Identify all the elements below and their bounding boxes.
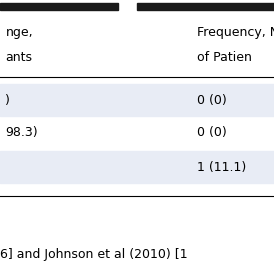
Text: ants: ants: [5, 51, 33, 64]
Text: Frequency, N: Frequency, N: [197, 26, 274, 39]
Text: 1 (11.1): 1 (11.1): [197, 161, 247, 174]
Bar: [0, 3, 118, 10]
Bar: [0, 84, 274, 116]
Text: of Patien: of Patien: [197, 51, 252, 64]
Text: 6] and Johnson et al (2010) [1: 6] and Johnson et al (2010) [1: [0, 248, 188, 261]
Text: nge,: nge,: [5, 26, 33, 39]
Text: 0 (0): 0 (0): [197, 93, 227, 107]
Text: 98.3): 98.3): [5, 126, 38, 139]
Bar: [137, 3, 274, 10]
Text: ): ): [5, 93, 10, 107]
Bar: [0, 151, 274, 183]
Text: 0 (0): 0 (0): [197, 126, 227, 139]
